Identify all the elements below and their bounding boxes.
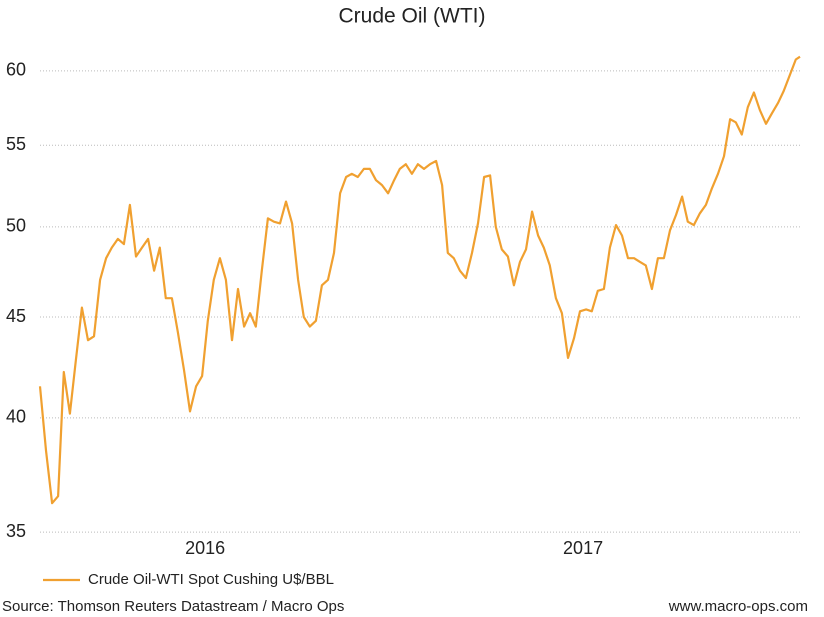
y-tick-label: 40 (6, 407, 26, 427)
source: Source: Thomson Reuters Datastream / Mac… (2, 598, 344, 615)
y-tick-label: 60 (6, 60, 26, 80)
credit: www.macro-ops.com (668, 598, 808, 615)
y-tick-label: 35 (6, 521, 26, 541)
data-line (38, 55, 801, 505)
y-tick-label: 45 (6, 306, 26, 326)
y-tick-label: 55 (6, 134, 26, 154)
y-tick-label: 50 (6, 216, 26, 236)
chart-title: Crude Oil (WTI) (339, 5, 486, 28)
x-tick-label: 2017 (563, 538, 603, 558)
x-tick-label: 2016 (185, 538, 225, 558)
legend-label: Crude Oil-WTI Spot Cushing U$/BBL (88, 571, 334, 588)
